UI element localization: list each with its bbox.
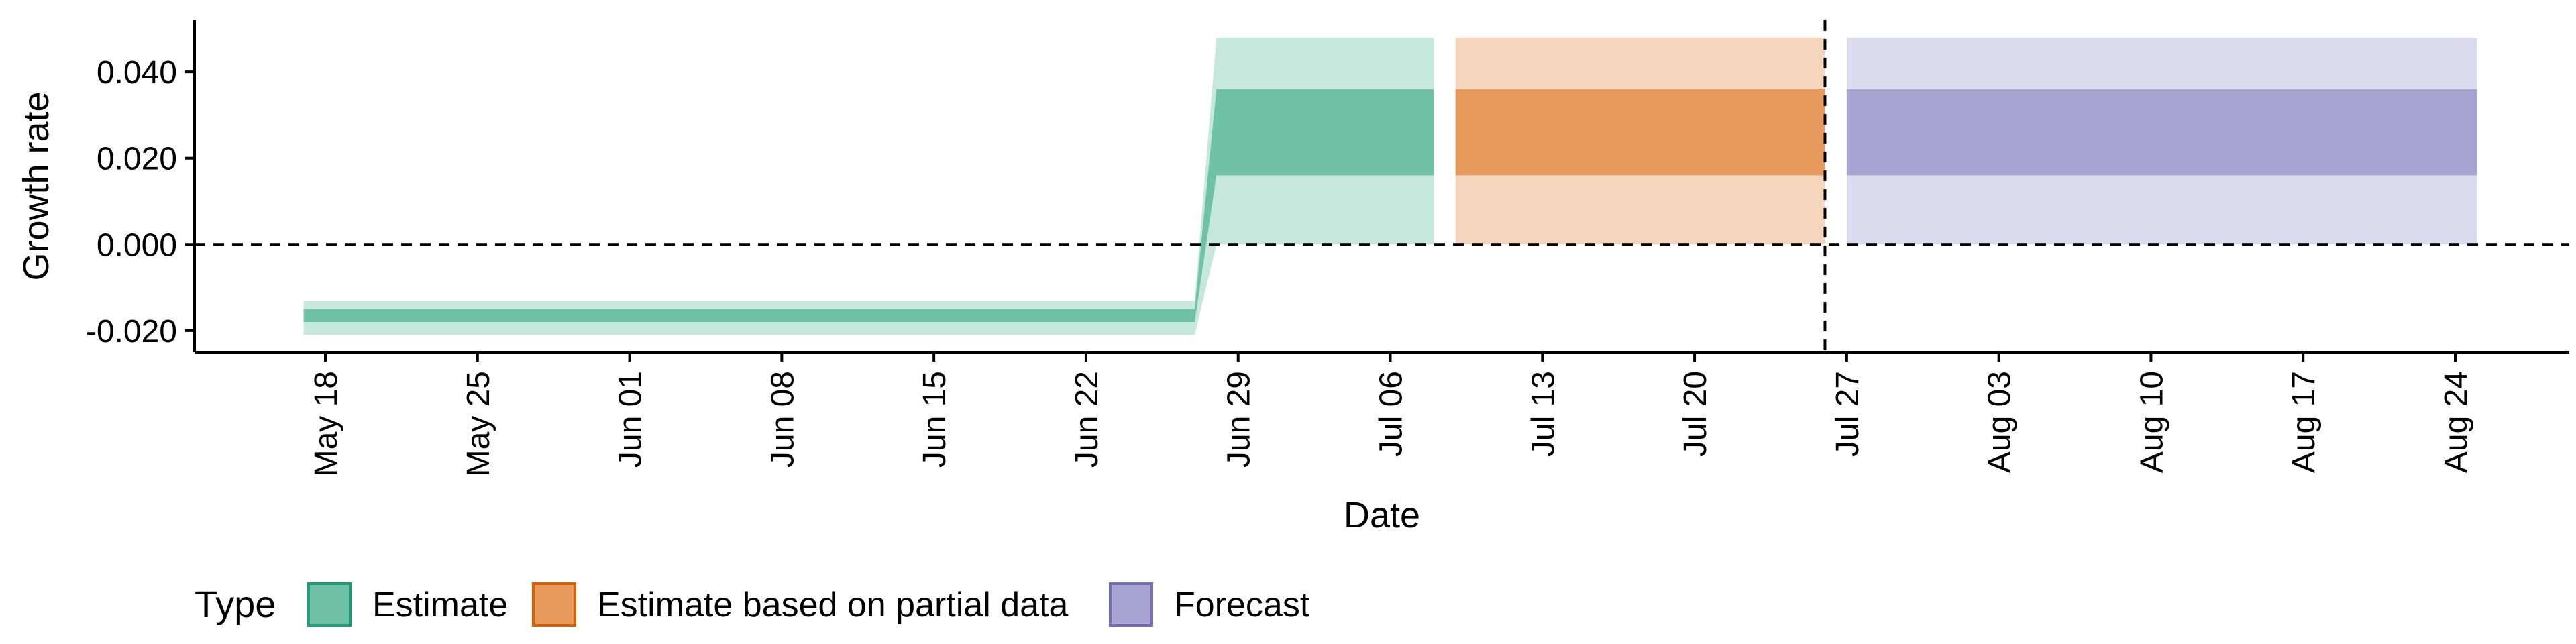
x-tick-label: Jun 15	[917, 371, 953, 468]
x-tick-label: Jun 08	[765, 371, 800, 468]
x-tick-label: Jul 27	[1830, 371, 1866, 457]
legend-entry-label: Estimate based on partial data	[597, 586, 1069, 625]
x-tick-label: Jun 01	[613, 371, 649, 468]
band-50-0	[303, 89, 1434, 322]
x-tick-label: Jul 20	[1678, 371, 1713, 457]
plot-bands	[303, 37, 2477, 335]
x-tick-label: Jul 13	[1525, 371, 1561, 457]
axes	[193, 20, 2569, 354]
x-tick-label: Jun 22	[1069, 371, 1105, 468]
legend-title: Type	[195, 583, 276, 625]
x-tick-label: Aug 10	[2134, 371, 2169, 473]
x-tick-label: Jun 29	[1222, 371, 1257, 468]
band-50-2	[1846, 89, 2477, 176]
reference-lines	[195, 20, 2569, 352]
legend-entry-label: Forecast	[1174, 586, 1310, 625]
x-tick-label: Aug 24	[2438, 371, 2474, 473]
y-tick-label: 0.020	[97, 142, 177, 177]
x-tick-label: May 25	[461, 371, 496, 476]
x-ticks: May 18 May 25 Jun 01 Jun 08 Jun 15 Jun 22 Jun …	[309, 352, 2474, 476]
legend-entry-label: Estimate	[372, 586, 508, 625]
x-axis-label: Date	[1344, 495, 1420, 535]
y-tick-label: -0.020	[86, 314, 177, 350]
legend-key-0	[307, 582, 352, 627]
band-90-0	[303, 37, 1434, 335]
x-tick-label: May 18	[309, 371, 344, 476]
band-50-1	[1455, 89, 1825, 176]
x-tick-label: Aug 03	[1982, 371, 2018, 473]
y-ticks: -0.020 0.000 0.020 0.040	[86, 55, 195, 350]
y-axis-label: Growth rate	[16, 91, 56, 280]
x-tick-label: Jul 06	[1374, 371, 1409, 457]
legend-key-1	[532, 582, 576, 627]
y-tick-label: 0.000	[97, 227, 177, 263]
legend-key-2	[1109, 582, 1153, 627]
legend: Type Estimate Estimate based on partial d…	[195, 582, 1310, 627]
x-tick-label: Aug 17	[2286, 371, 2322, 473]
y-tick-label: 0.040	[97, 55, 177, 91]
